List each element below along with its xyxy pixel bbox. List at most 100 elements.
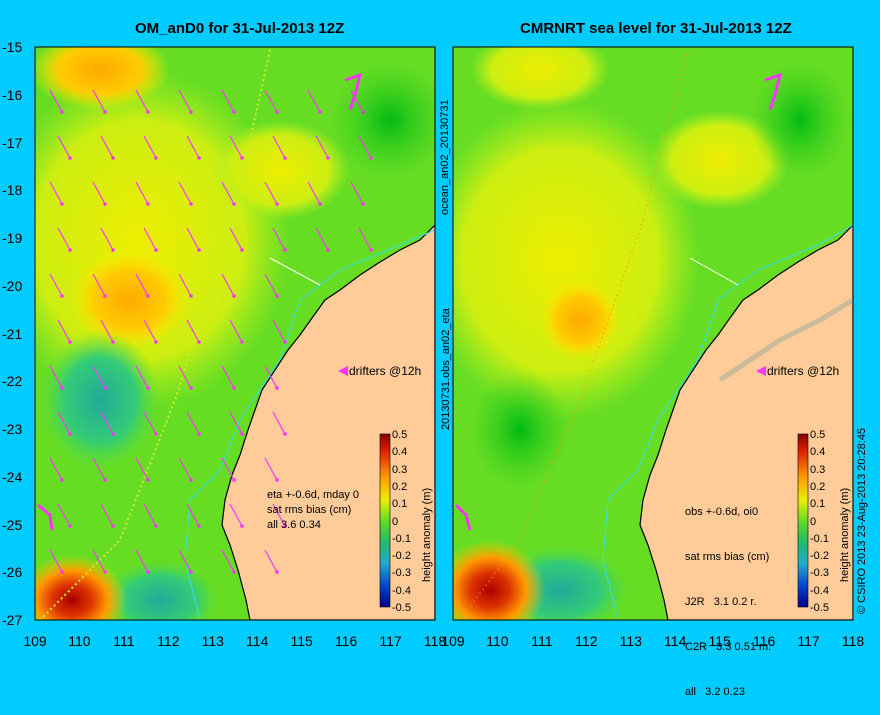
drifter-head <box>111 156 115 160</box>
drifter-arrow <box>221 549 235 573</box>
colorbar-left <box>379 433 391 608</box>
drifter-head <box>232 570 236 574</box>
panel-2-stats: obs +-0.6d, oi0 sat rms bias (cm) J2R 3.… <box>685 475 771 715</box>
drifter-head <box>189 386 193 390</box>
drifter-head <box>240 524 244 528</box>
lat-tick-label: -27 <box>2 612 23 628</box>
drifter-head <box>283 156 287 160</box>
right-map <box>453 47 853 620</box>
drifter-head <box>68 248 72 252</box>
drifter-arrow <box>221 273 235 297</box>
drifter-head <box>146 202 150 206</box>
drifter-arrow <box>221 365 235 389</box>
lon-tick-label: 111 <box>113 633 135 649</box>
lat-tick-label: -22 <box>2 373 23 390</box>
stats-line: all 3.2 0.23 <box>685 686 745 698</box>
drifter-arrow <box>229 503 243 527</box>
lon-tick-label: 117 <box>379 633 402 649</box>
drifter-arrow <box>315 227 329 251</box>
drifter-arrow <box>186 319 200 343</box>
colorbar-right <box>797 433 809 608</box>
drifter-arrow <box>264 89 278 113</box>
stats-line: J2R 3.1 0.2 r. <box>685 596 757 608</box>
colorbar-tick-label: 0.2 <box>392 480 408 493</box>
drifter-head <box>146 110 150 114</box>
colorbar-tick-label: -0.1 <box>810 532 829 545</box>
lon-tick-label: 110 <box>68 633 91 649</box>
lon-tick-label: 110 <box>486 633 509 649</box>
drifter-head <box>154 524 158 528</box>
colorbar-tick-label: -0.5 <box>810 602 829 614</box>
stats-line: sat rms bias (cm) <box>685 551 770 563</box>
drifter-head <box>275 202 279 206</box>
drifter-arrow <box>350 89 364 113</box>
drifter-arrow <box>186 503 200 527</box>
drifter-arrow <box>49 549 63 573</box>
colorbar-tick-label: -0.3 <box>810 567 829 580</box>
panel-2-title: CMRNRT sea level for 31-Jul-2013 12Z <box>520 20 792 37</box>
colorbar-tick-label: 0.3 <box>392 463 408 476</box>
colorbar-tick-label: 0.5 <box>810 429 826 441</box>
drifter-arrow <box>100 319 114 343</box>
drifter-arrow <box>221 181 235 205</box>
colorbar-tick-label: -0.5 <box>392 602 411 614</box>
drifter-arrow <box>186 135 200 159</box>
drifter-arrow <box>350 181 364 205</box>
colorbar-tick-label: 0.2 <box>810 480 826 493</box>
drifter-arrow <box>49 181 63 205</box>
drifter-head <box>154 340 158 344</box>
drifter-arrow <box>264 181 278 205</box>
drifter-arrow <box>135 457 149 481</box>
drifter-head <box>154 432 158 436</box>
drifter-arrow <box>229 319 243 343</box>
drifter-arrow <box>57 227 71 251</box>
drifter-head <box>103 478 107 482</box>
drifter-arrow <box>57 411 71 435</box>
colorbar-tick-label: 0.1 <box>810 498 826 511</box>
colorbar-tick-label: -0.2 <box>392 550 411 563</box>
panel-1-title: OM_anD0 for 31-Jul-2013 12Z <box>135 20 345 37</box>
drifter-head <box>60 294 64 298</box>
drifter-arrow <box>264 365 278 389</box>
drifter-arrow <box>49 365 63 389</box>
drifter-arrow <box>358 135 372 159</box>
drifter-head <box>189 202 193 206</box>
drifter-head <box>197 248 201 252</box>
drifter-head <box>275 386 279 390</box>
drifter-arrow <box>264 273 278 297</box>
lon-tick-label: 118 <box>423 633 447 649</box>
drifter-head <box>240 340 244 344</box>
drifter-head <box>318 110 322 114</box>
drifter-head <box>103 294 107 298</box>
drifter-head <box>275 294 279 298</box>
drifter-head <box>60 202 64 206</box>
panel-1-side-label: ocean_an02_20130731 <box>439 99 451 215</box>
drifter-head <box>103 202 107 206</box>
lat-tick-label: -23 <box>2 421 23 437</box>
drifter-head <box>197 156 201 160</box>
colorbar-tick-label: 0.3 <box>810 463 826 476</box>
colorbar-tick-label: -0.1 <box>392 532 411 545</box>
colorbar-tick-label: 0.5 <box>392 429 408 441</box>
drifter-head <box>361 110 365 114</box>
drifter-arrow <box>178 549 192 573</box>
drifter-arrow <box>143 411 157 435</box>
colorbar-tick-label: -0.2 <box>810 550 829 563</box>
drifter-arrow <box>315 135 329 159</box>
lat-tick-label: -25 <box>2 516 23 533</box>
lon-tick-label: 112 <box>575 633 598 649</box>
drifter-head <box>146 570 150 574</box>
left-map <box>35 47 435 620</box>
drifter-arrows <box>49 89 373 574</box>
drifter-head <box>68 156 72 160</box>
lon-tick-label: 117 <box>797 633 820 649</box>
drifter-head <box>103 110 107 114</box>
drifter-head <box>146 386 150 390</box>
colorbar-tick-label: 0.4 <box>810 446 826 459</box>
drifter-arrow <box>135 273 149 297</box>
drifter-head <box>275 478 279 482</box>
stats-line: eta +-0.6d, mday 0 <box>267 489 360 501</box>
drifter-head <box>189 478 193 482</box>
drifter-head <box>283 340 287 344</box>
drifter-head <box>232 478 236 482</box>
